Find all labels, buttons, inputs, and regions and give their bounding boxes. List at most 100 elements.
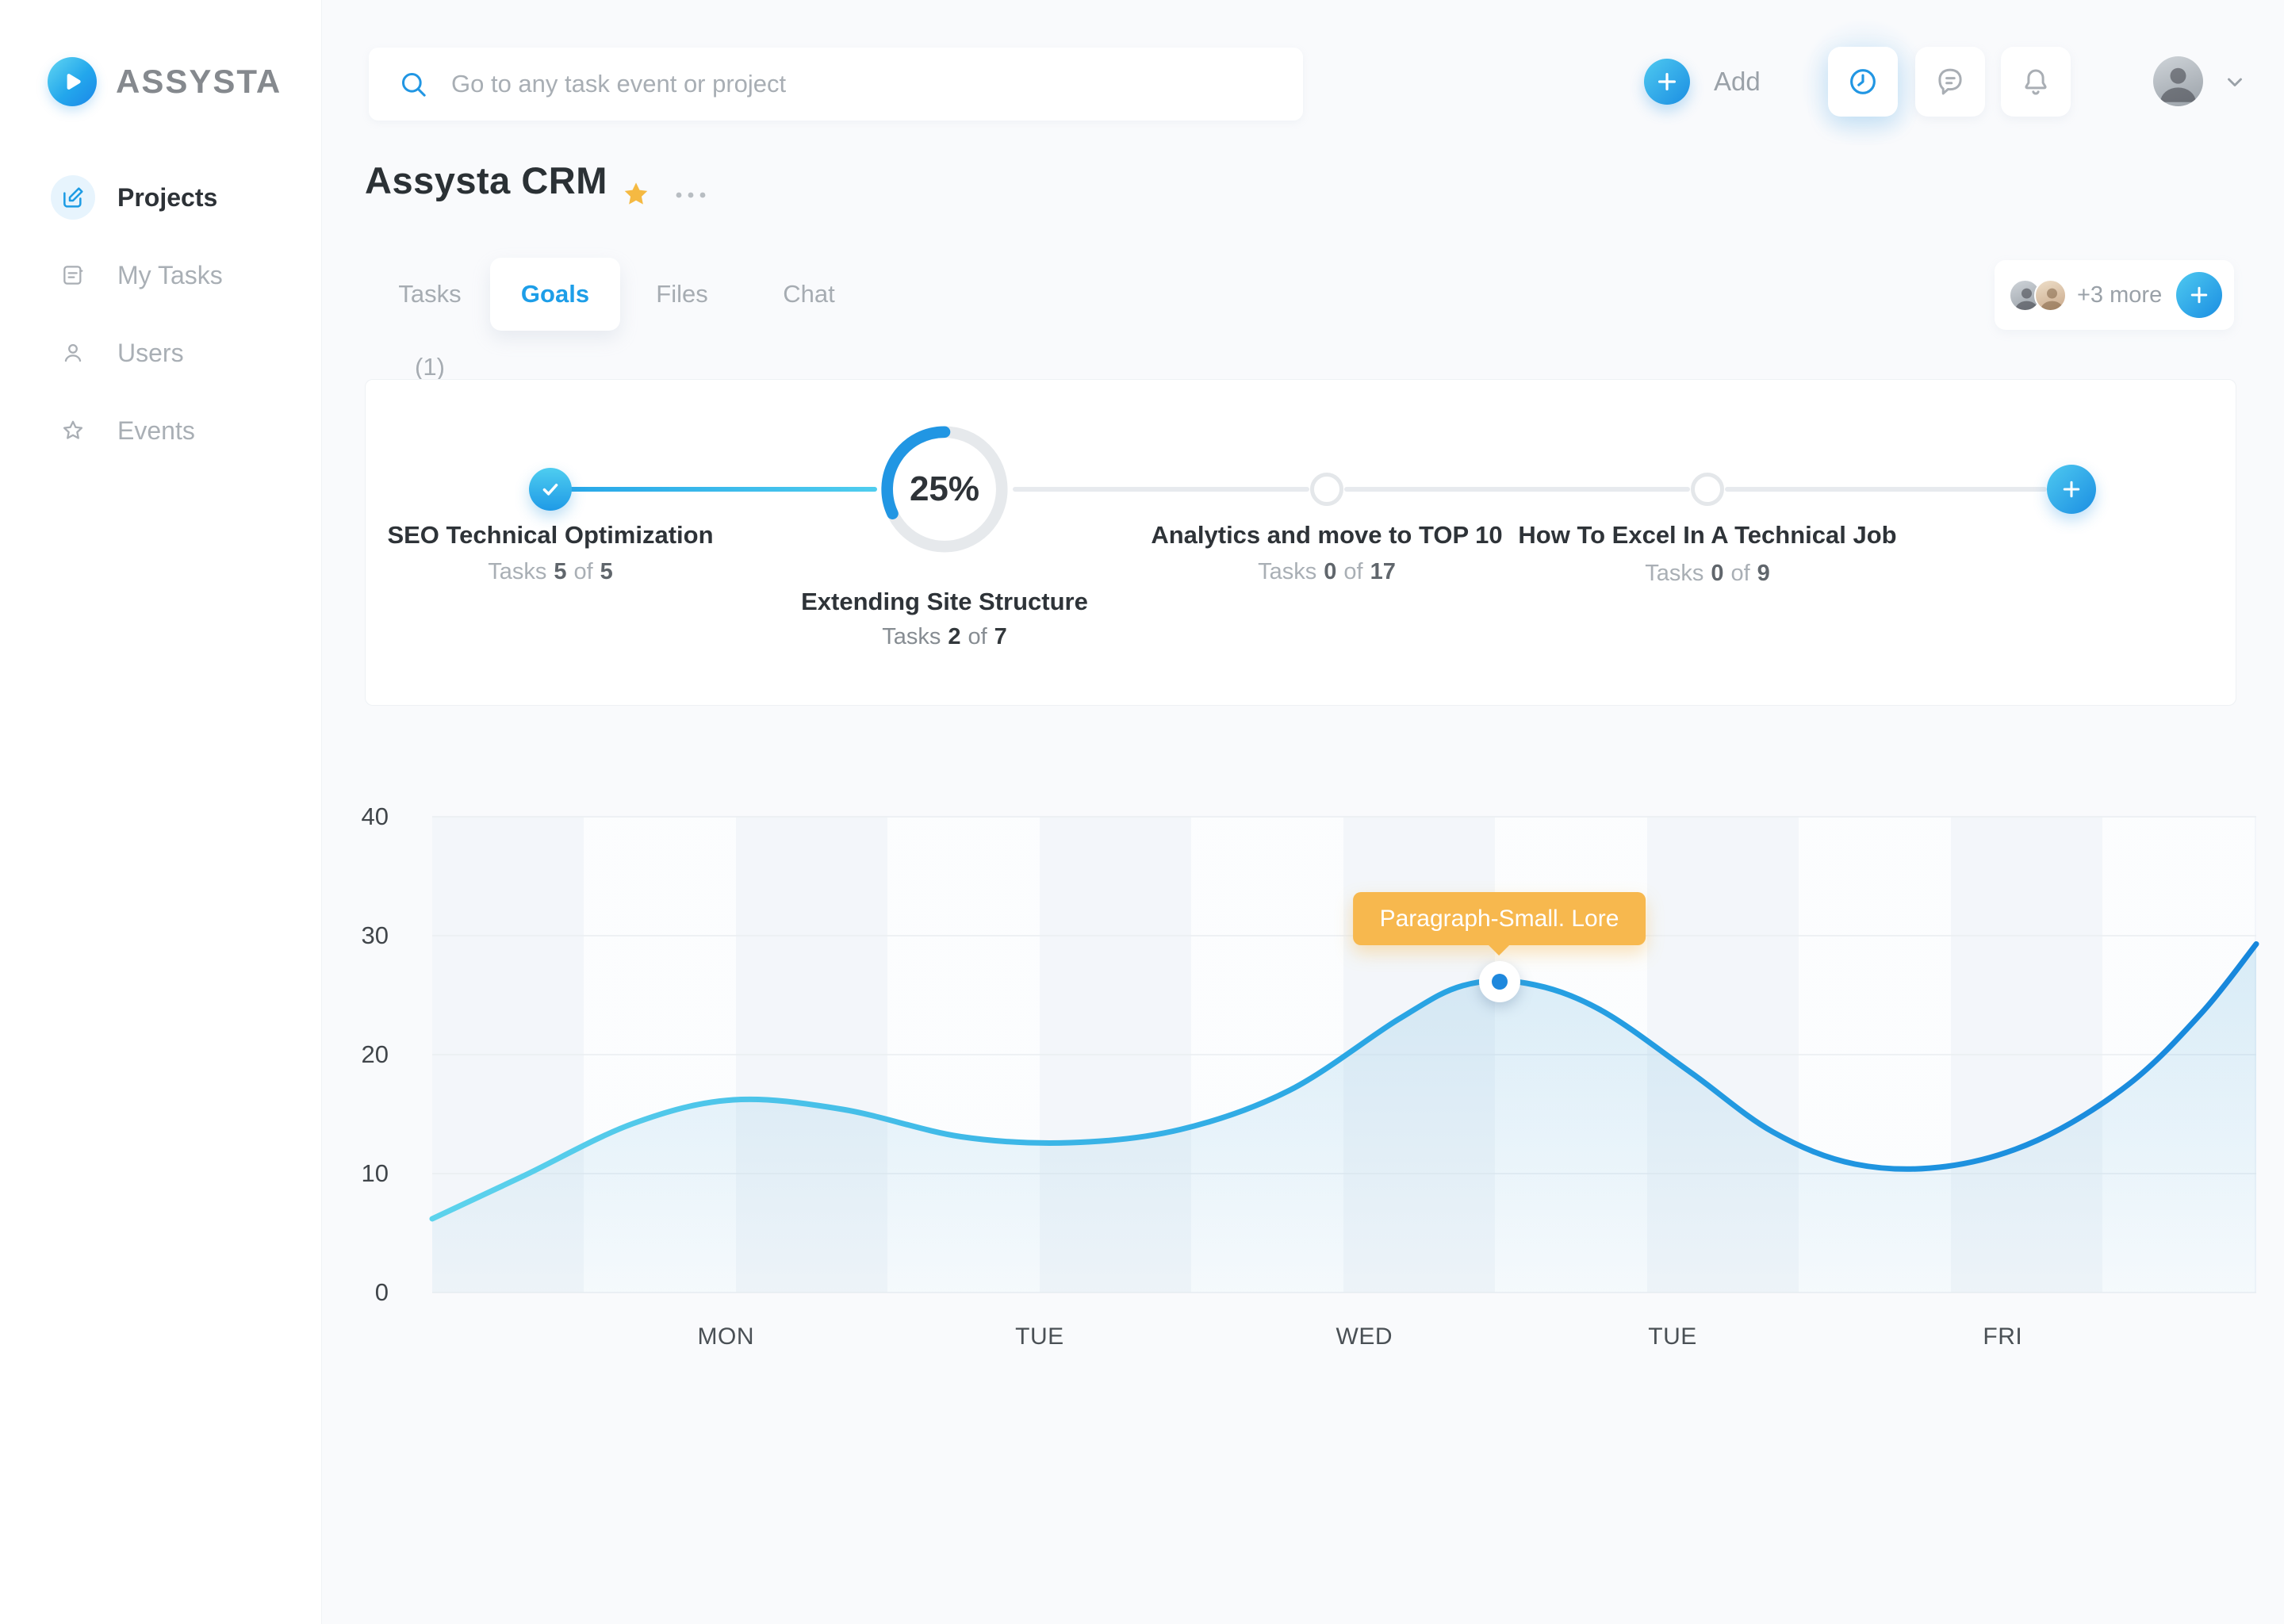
tasks-word: Tasks — [1258, 559, 1317, 584]
tasks-total: 7 — [994, 624, 1007, 649]
global-search — [369, 48, 1303, 121]
tasks-done: 0 — [1711, 561, 1724, 586]
tasks-total: 17 — [1370, 559, 1396, 584]
bell-icon — [2025, 69, 2047, 95]
plus-icon — [1644, 59, 1690, 105]
milestone-title: SEO Technical Optimization — [387, 521, 714, 549]
y-axis-tick: 20 — [361, 1040, 389, 1068]
sidebar-item-my-tasks[interactable]: My Tasks — [0, 236, 321, 314]
members-more-label[interactable]: +3 more — [2077, 282, 2163, 308]
sidebar-item-label: Users — [117, 338, 184, 367]
compose-icon — [51, 175, 95, 220]
milestone-pending-node[interactable] — [1691, 473, 1724, 506]
user-icon — [51, 331, 95, 375]
add-milestone-button[interactable] — [2047, 465, 2096, 514]
user-menu[interactable] — [2153, 56, 2249, 106]
chat-icon — [1938, 68, 1962, 95]
timeline-connector — [1344, 487, 1690, 492]
add-button[interactable]: Add — [1644, 59, 1761, 105]
sidebar-item-label: Events — [117, 416, 195, 445]
goals-timeline-card: 25% SEO Technical Optimization Tasks 5 o… — [365, 379, 2236, 706]
milestone-title: Analytics and move to TOP 10 — [1151, 521, 1503, 549]
sidebar-item-label: My Tasks — [117, 260, 223, 289]
milestone-title: How To Excel In A Technical Job — [1518, 521, 1897, 549]
task-list-icon — [51, 253, 95, 297]
of-word: of — [573, 559, 593, 584]
member-avatar[interactable] — [2034, 279, 2067, 312]
milestone-title: Extending Site Structure — [801, 588, 1088, 615]
sidebar-item-projects[interactable]: Projects — [0, 159, 321, 236]
x-axis-label: TUE — [1648, 1323, 1697, 1350]
sidebar: ASSYSTA Projects My Tasks Users — [0, 0, 322, 1624]
of-word: of — [1343, 559, 1363, 584]
sidebar-nav: Projects My Tasks Users Events — [0, 159, 321, 469]
tasks-word: Tasks — [1645, 561, 1704, 586]
plus-icon — [2063, 481, 2080, 498]
brand-logo[interactable]: ASSYSTA — [48, 57, 282, 106]
chart-data-point-marker[interactable] — [1478, 960, 1520, 1002]
milestone-complete-node[interactable] — [529, 468, 572, 511]
milestone-pending-node[interactable] — [1310, 473, 1343, 506]
sidebar-item-events[interactable]: Events — [0, 392, 321, 469]
messages-button[interactable] — [1915, 47, 1985, 117]
of-word: of — [1730, 561, 1750, 586]
brand-name: ASSYSTA — [116, 63, 282, 100]
x-axis-label: MON — [697, 1323, 755, 1350]
tasks-total: 5 — [600, 559, 613, 584]
y-axis-tick: 0 — [374, 1278, 389, 1306]
chart-canvas — [429, 816, 2259, 1293]
tasks-done: 2 — [948, 624, 961, 649]
search-icon — [402, 73, 426, 97]
tasks-total: 9 — [1757, 561, 1770, 586]
more-options-icon[interactable] — [671, 181, 712, 213]
milestone-tasks-count: Tasks 5 of 5 — [344, 559, 757, 585]
milestone-tasks-count: Tasks 0 of 17 — [1121, 559, 1533, 585]
tasks-done: 5 — [554, 559, 567, 584]
user-avatar — [2153, 56, 2203, 106]
tasks-word: Tasks — [488, 559, 547, 584]
milestone-percent: 25% — [909, 469, 980, 508]
chart-area-fill — [432, 944, 2256, 1293]
timeline-connector-done — [568, 487, 877, 492]
tasks-done: 0 — [1324, 559, 1337, 584]
tasks-word: Tasks — [882, 624, 941, 649]
main-content: Add Assysta CRM Tasks (1) Goals Files Ch… — [322, 0, 2284, 1624]
y-axis-tick: 40 — [361, 802, 389, 830]
milestone-tasks-count: Tasks 0 of 9 — [1501, 561, 1914, 587]
sidebar-item-users[interactable]: Users — [0, 314, 321, 392]
play-logo-icon — [48, 57, 97, 106]
tab-goals[interactable]: Goals — [490, 258, 620, 331]
member-avatar[interactable] — [2009, 279, 2041, 312]
project-members-card: +3 more — [1995, 260, 2234, 330]
x-axis-label: WED — [1336, 1323, 1393, 1350]
ring-progress-arc — [881, 426, 951, 519]
progress-chart: 40 30 20 10 0 MON TUE — [322, 793, 2284, 1411]
x-axis-label: FRI — [1983, 1323, 2023, 1350]
tab-tasks[interactable]: Tasks (1) — [398, 280, 462, 381]
clock-icon — [1850, 69, 1876, 94]
sidebar-item-label: Projects — [117, 182, 218, 212]
milestone-tasks-count: Tasks 2 of 7 — [738, 624, 1151, 650]
chart-line — [429, 941, 2259, 1222]
timeline-connector — [1013, 487, 1309, 492]
y-axis-tick: 30 — [361, 921, 389, 949]
tab-files[interactable]: Files — [656, 280, 708, 308]
x-axis-label: TUE — [1015, 1323, 1064, 1350]
check-icon — [542, 484, 558, 496]
chart-plot-area: MON TUE WED TUE FRI Paragraph-Small. Lor… — [429, 816, 2259, 1350]
marker-dot-icon — [1491, 973, 1508, 990]
timeline-connector — [1725, 487, 2047, 492]
favorite-star-icon[interactable] — [621, 179, 651, 213]
plus-icon — [2190, 286, 2208, 304]
search-input[interactable] — [451, 48, 1276, 121]
y-axis-tick: 10 — [361, 1159, 389, 1187]
tab-chat[interactable]: Chat — [783, 280, 835, 308]
add-button-label: Add — [1714, 67, 1761, 96]
add-member-button[interactable] — [2176, 272, 2222, 318]
milestone-progress-ring[interactable]: 25% — [876, 421, 1013, 557]
notifications-button[interactable] — [2001, 47, 2071, 117]
time-tracking-button[interactable] — [1828, 47, 1898, 117]
star-icon — [51, 408, 95, 453]
of-word: of — [968, 624, 987, 649]
